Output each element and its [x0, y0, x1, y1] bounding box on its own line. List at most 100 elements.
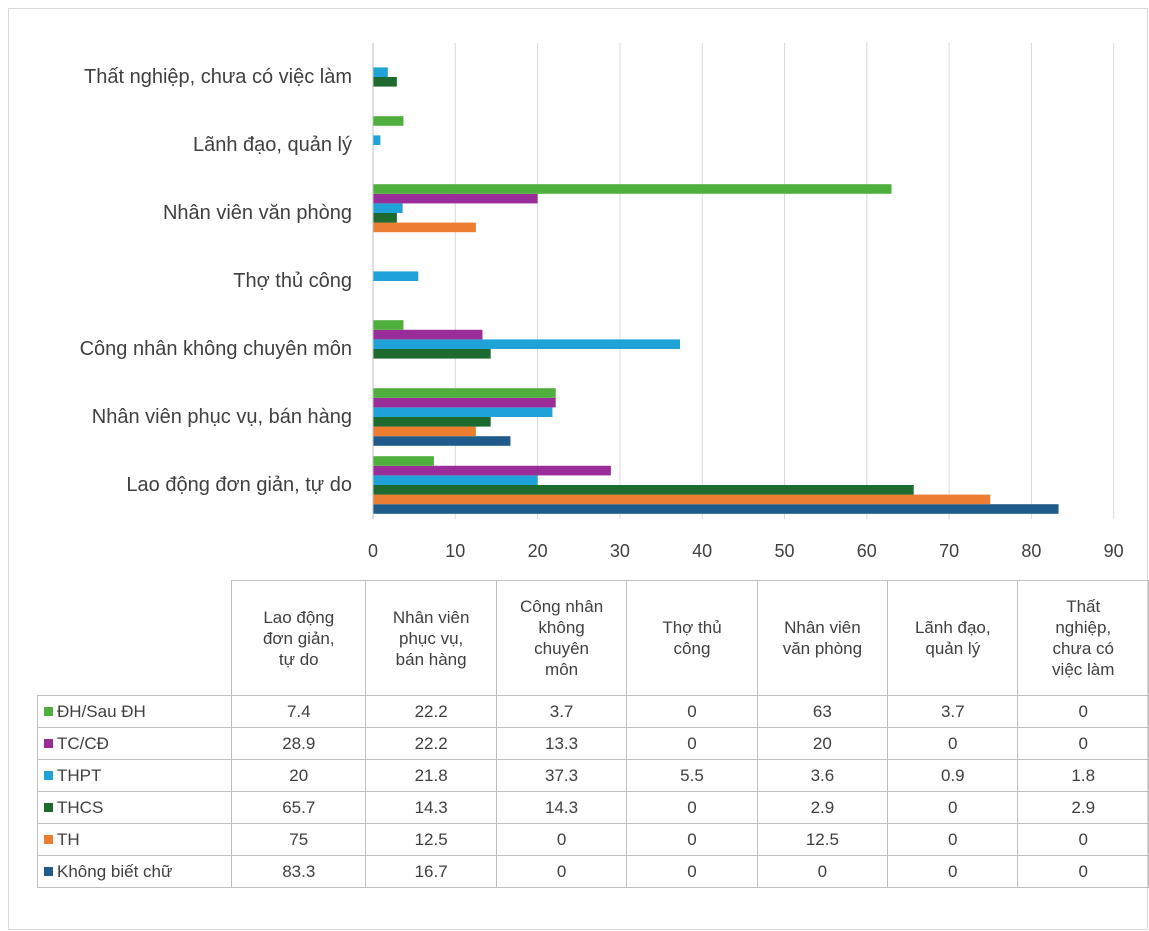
table-value-cell: 0: [626, 695, 758, 728]
legend-key: [44, 706, 53, 716]
legend-label: ĐH/Sau ĐH: [57, 701, 146, 721]
y-category-label: Lãnh đạo, quản lý: [193, 134, 352, 156]
table-value-cell: 0: [887, 791, 1019, 824]
table-value-cell: 22.2: [365, 727, 497, 760]
table-value-cell: 21.8: [365, 759, 497, 792]
x-tick-label: 90: [1104, 541, 1124, 561]
table-value-cell: 2.9: [1017, 791, 1149, 824]
table-value-cell: 3.6: [756, 759, 889, 792]
table-value-cell: 0: [626, 727, 758, 760]
bar: [373, 203, 403, 213]
table-value-cell: 14.3: [495, 791, 628, 824]
bar: [373, 271, 419, 281]
table-value-cell: 13.3: [495, 727, 628, 760]
bar-chart: 0 10 20 30 40 50 60 70 80 90 Lao động đơn giản, tự…: [80, 43, 1124, 561]
table-row: THCS 65.7 14.3 14.3 0 2.9 0 2.9: [36, 791, 1149, 824]
legend-label: Không biết chữ: [57, 861, 173, 881]
x-tick-label: 80: [1021, 541, 1041, 561]
table-value-cell: 22.2: [365, 695, 497, 728]
table-value-cell: 14.3: [365, 791, 497, 824]
x-tick-label: 40: [692, 541, 712, 561]
legend-key: [44, 770, 53, 780]
legend-cell: Không biết chữ: [36, 855, 233, 888]
x-tick-label: 70: [939, 541, 959, 561]
table-row: TC/CĐ 28.9 22.2 13.3 0 20 0 0: [36, 727, 1149, 760]
table-value-cell: 20: [231, 759, 367, 792]
table-value-cell: 0: [887, 727, 1019, 760]
y-category-label: Lao động đơn giản, tự do: [126, 474, 352, 496]
legend-cell: THPT: [36, 759, 233, 792]
legend-label: TH: [57, 829, 80, 849]
legend-label: TC/CĐ: [57, 733, 109, 753]
table-value-cell: 0: [1017, 727, 1149, 760]
table-value-cell: 75: [231, 823, 367, 856]
legend-cell: TC/CĐ: [36, 727, 233, 760]
table-value-cell: 16.7: [365, 855, 497, 888]
legend-key: [44, 866, 53, 876]
y-category-label: Nhân viên văn phòng: [163, 202, 352, 224]
table-column-header: Thất nghiệp, chưa có việc làm: [1017, 580, 1149, 696]
bar: [373, 222, 476, 233]
table-value-cell: 0.9: [887, 759, 1019, 792]
table-value-cell: 3.7: [495, 695, 628, 728]
x-tick-label: 30: [610, 541, 630, 561]
x-tick-label: 50: [774, 541, 794, 561]
table-value-cell: 83.3: [231, 855, 367, 888]
table-row: Không biết chữ 83.3 16.7 0 0 0 0 0: [36, 855, 1149, 888]
table-column-header: Nhân viên văn phòng: [756, 580, 889, 696]
table-value-cell: 0: [626, 823, 758, 856]
bar: [373, 349, 491, 359]
x-tick-label: 10: [445, 541, 465, 561]
bar: [373, 388, 556, 398]
table-value-cell: 0: [495, 855, 628, 888]
legend-key: [44, 834, 53, 844]
table-value-cell: 7.4: [231, 695, 367, 728]
x-tick-label: 60: [857, 541, 877, 561]
bar: [373, 184, 892, 194]
bar: [373, 193, 538, 204]
bar: [373, 67, 388, 77]
x-tick-label: 20: [528, 541, 548, 561]
table-column-header: Công nhân không chuyên môn: [495, 580, 628, 696]
table-column-header: Nhân viên phục vụ, bán hàng: [365, 580, 497, 696]
bar: [373, 417, 491, 427]
legend-cell: THCS: [36, 791, 233, 824]
table-value-cell: 37.3: [495, 759, 628, 792]
bar: [373, 329, 483, 340]
table-row: TH 75 12.5 0 0 12.5 0 0: [36, 823, 1149, 856]
table-value-cell: 5.5: [626, 759, 758, 792]
legend-cell: TH: [36, 823, 233, 856]
table-body: ĐH/Sau ĐH 7.4 22.2 3.7 0 63 3.7 0 TC/CĐ 28.9 22.2 1…: [36, 695, 1149, 888]
table-column-header: Lao động đơn giản, tự do: [231, 580, 367, 696]
bar: [373, 407, 553, 417]
table-value-cell: 3.7: [887, 695, 1019, 728]
legend-label: THPT: [57, 765, 102, 785]
bar: [373, 475, 538, 485]
bar: [373, 494, 991, 505]
table-value-cell: 65.7: [231, 791, 367, 824]
table-value-cell: 0: [1017, 695, 1149, 728]
table-value-cell: 2.9: [756, 791, 889, 824]
chart-frame: [8, 8, 1148, 930]
table-value-cell: 1.8: [1017, 759, 1149, 792]
bar: [373, 339, 680, 349]
data-table: Lao động đơn giản, tự do Nhân viên phục vụ, b…: [36, 580, 1149, 888]
table-row: THPT 20 21.8 37.3 5.5 3.6 0.9 1.8: [36, 759, 1149, 792]
legend-label: THCS: [57, 797, 104, 817]
legend-key: [44, 802, 53, 812]
bar: [373, 320, 404, 330]
table-value-cell: 0: [626, 791, 758, 824]
y-category-label: Công nhân không chuyên môn: [80, 338, 352, 360]
bar: [373, 485, 914, 495]
table-value-cell: 0: [495, 823, 628, 856]
bar: [373, 504, 1059, 514]
table-value-cell: 0: [1017, 855, 1149, 888]
legend-cell: ĐH/Sau ĐH: [36, 695, 233, 728]
y-category-label: Nhân viên phục vụ, bán hàng: [92, 406, 352, 428]
bar: [373, 426, 476, 437]
bar: [373, 436, 511, 446]
table-value-cell: 63: [756, 695, 889, 728]
table-value-cell: 20: [756, 727, 889, 760]
table-value-cell: 0: [887, 855, 1019, 888]
table-value-cell: 28.9: [231, 727, 367, 760]
